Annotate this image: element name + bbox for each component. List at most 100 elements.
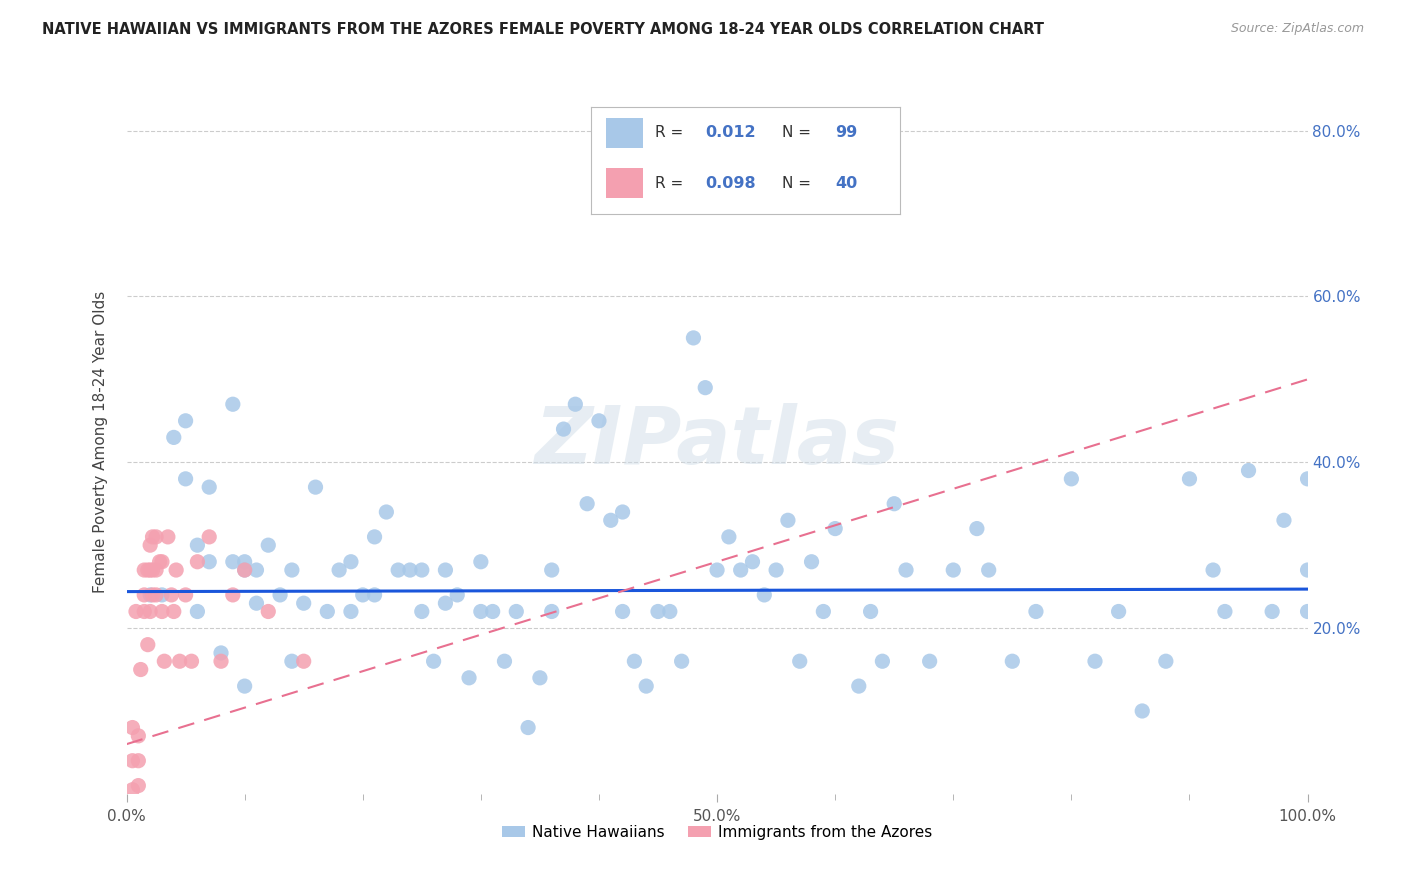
Point bbox=[233, 563, 256, 577]
Point bbox=[671, 654, 693, 668]
Point bbox=[125, 605, 148, 619]
Point bbox=[411, 605, 433, 619]
Point bbox=[222, 555, 245, 569]
Point bbox=[1202, 563, 1225, 577]
Point bbox=[977, 563, 1000, 577]
Point bbox=[682, 331, 704, 345]
Point bbox=[599, 513, 621, 527]
Point bbox=[160, 588, 183, 602]
Point bbox=[1108, 605, 1130, 619]
Text: 40: 40 bbox=[835, 176, 858, 191]
Point bbox=[292, 596, 315, 610]
Point bbox=[1272, 513, 1295, 527]
Point bbox=[169, 654, 191, 668]
Point bbox=[198, 530, 221, 544]
Point bbox=[883, 497, 905, 511]
Point bbox=[245, 596, 267, 610]
Point bbox=[245, 563, 267, 577]
Point bbox=[129, 663, 152, 677]
Point bbox=[186, 538, 208, 552]
Point bbox=[446, 588, 468, 602]
Point bbox=[387, 563, 409, 577]
Point bbox=[658, 605, 681, 619]
Point bbox=[1261, 605, 1284, 619]
Point bbox=[145, 530, 167, 544]
Text: NATIVE HAWAIIAN VS IMMIGRANTS FROM THE AZORES FEMALE POVERTY AMONG 18-24 YEAR OL: NATIVE HAWAIIAN VS IMMIGRANTS FROM THE A… bbox=[42, 22, 1045, 37]
Point bbox=[198, 480, 221, 494]
Point bbox=[363, 588, 385, 602]
Point bbox=[942, 563, 965, 577]
Point bbox=[121, 782, 143, 797]
Point bbox=[145, 588, 167, 602]
Point bbox=[730, 563, 752, 577]
Point bbox=[458, 671, 481, 685]
Text: N =: N = bbox=[782, 176, 815, 191]
Point bbox=[789, 654, 811, 668]
Point bbox=[149, 555, 172, 569]
Point bbox=[411, 563, 433, 577]
Text: R =: R = bbox=[655, 125, 689, 140]
Point bbox=[1296, 605, 1319, 619]
Point bbox=[156, 530, 179, 544]
Point bbox=[422, 654, 444, 668]
Point bbox=[134, 605, 156, 619]
Point bbox=[186, 605, 208, 619]
Point bbox=[136, 638, 159, 652]
Point bbox=[174, 588, 197, 602]
Point bbox=[139, 563, 162, 577]
Point bbox=[1025, 605, 1047, 619]
Point bbox=[540, 563, 562, 577]
Point bbox=[588, 414, 610, 428]
Point bbox=[304, 480, 326, 494]
Point bbox=[141, 530, 163, 544]
Point bbox=[328, 563, 350, 577]
Point bbox=[340, 555, 363, 569]
Point bbox=[174, 414, 197, 428]
Point bbox=[363, 530, 385, 544]
Point bbox=[529, 671, 551, 685]
Point bbox=[163, 605, 186, 619]
Point bbox=[612, 505, 634, 519]
Text: ZIPatlas: ZIPatlas bbox=[534, 402, 900, 481]
Point bbox=[1178, 472, 1201, 486]
Point bbox=[281, 654, 304, 668]
Point bbox=[481, 605, 503, 619]
Point bbox=[824, 522, 846, 536]
Text: Source: ZipAtlas.com: Source: ZipAtlas.com bbox=[1230, 22, 1364, 36]
Point bbox=[127, 729, 149, 743]
Point bbox=[576, 497, 599, 511]
Text: 0.012: 0.012 bbox=[704, 125, 755, 140]
Point bbox=[813, 605, 835, 619]
Point bbox=[352, 588, 374, 602]
Point bbox=[1060, 472, 1083, 486]
Point bbox=[434, 563, 457, 577]
Point bbox=[127, 779, 149, 793]
Point bbox=[1296, 472, 1319, 486]
Bar bbox=[606, 168, 643, 198]
Point bbox=[141, 588, 163, 602]
Point bbox=[198, 555, 221, 569]
Point bbox=[612, 605, 634, 619]
Point bbox=[165, 563, 187, 577]
Point bbox=[281, 563, 304, 577]
Point bbox=[222, 397, 245, 411]
Point bbox=[918, 654, 941, 668]
Point bbox=[186, 555, 208, 569]
Text: 99: 99 bbox=[835, 125, 858, 140]
Point bbox=[966, 522, 988, 536]
Point bbox=[375, 505, 398, 519]
Point bbox=[141, 563, 163, 577]
Point bbox=[233, 679, 256, 693]
Point bbox=[800, 555, 823, 569]
Point bbox=[470, 555, 492, 569]
Point bbox=[121, 754, 143, 768]
Point bbox=[765, 563, 787, 577]
Point bbox=[1213, 605, 1236, 619]
Point bbox=[145, 563, 167, 577]
Point bbox=[1084, 654, 1107, 668]
Point bbox=[163, 430, 186, 444]
Point bbox=[754, 588, 776, 602]
Point bbox=[150, 555, 173, 569]
Point bbox=[470, 605, 492, 619]
Point bbox=[505, 605, 527, 619]
